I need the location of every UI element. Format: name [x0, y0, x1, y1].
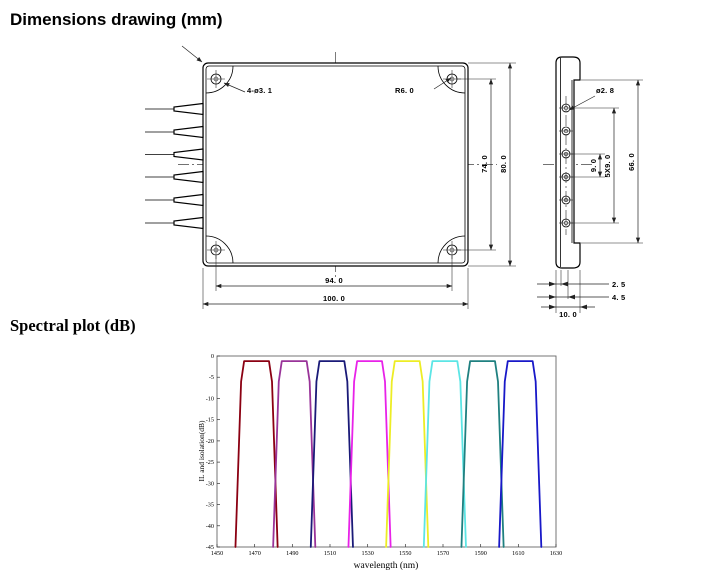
x-tick-label: 1530 — [361, 550, 373, 557]
x-tick-label: 1590 — [474, 550, 486, 557]
spectral-plot: 1450 1470 1490 1510 1530 1550 1570 1590 1610 1630… — [197, 353, 562, 571]
x-tick-label: 1510 — [324, 550, 336, 557]
dim-label-66: 66. 0 — [627, 153, 636, 171]
dimensions-drawing: 4-ø3. 1 R6. 0 74. 0 80. 0 94. 0 100. 0 — [145, 45, 643, 319]
fiber-boot — [173, 193, 204, 207]
dim-label-4-5: 4. 5 — [612, 293, 625, 302]
x-tick-label: 1630 — [550, 550, 562, 557]
y-axis-title: IL and isolation(dB) — [197, 420, 206, 481]
channel-curve-ch4 — [347, 360, 392, 548]
front-body-inner — [205, 65, 466, 264]
channel-curve-ch6 — [422, 360, 467, 548]
corner-tab-bl — [205, 235, 234, 264]
y-tick-label: -20 — [206, 438, 214, 445]
radius-callout-label: R6. 0 — [395, 86, 414, 95]
side-hole — [561, 218, 571, 228]
y-tick-label: -40 — [206, 523, 214, 530]
x-tick-label: 1450 — [211, 550, 223, 557]
arrowhead — [549, 294, 556, 300]
channel-curve-ch7 — [460, 360, 505, 548]
radius-callout-leader — [433, 77, 452, 90]
side-hole-center — [564, 129, 568, 133]
dimensions-title: Dimensions drawing (mm) — [10, 10, 223, 29]
front-view: 4-ø3. 1 R6. 0 74. 0 80. 0 94. 0 100. 0 — [145, 45, 516, 309]
side-profile — [555, 56, 581, 269]
y-tick-label: 0 — [211, 353, 214, 360]
corner-tab-tr — [437, 65, 466, 94]
y-tick-label: -30 — [206, 480, 214, 487]
side-hole-center — [564, 106, 568, 110]
side-hole-center — [564, 152, 568, 156]
dim-label-100: 100. 0 — [323, 294, 345, 303]
channel-curve-ch2 — [272, 360, 317, 548]
y-tick-label: -15 — [206, 417, 214, 424]
y-tick-label: -25 — [206, 459, 214, 466]
side-hole-center — [564, 175, 568, 179]
fiber-boot — [173, 170, 204, 184]
side-hole-callout-label: ø2. 8 — [596, 86, 614, 95]
arrowhead — [568, 294, 575, 300]
chart-ticks: 1450 1470 1490 1510 1530 1550 1570 1590 1610 1630… — [206, 353, 562, 557]
fiber-pigtails — [145, 102, 204, 230]
channel-curve-ch5 — [385, 360, 430, 548]
channel-curve-ch3 — [309, 360, 354, 548]
side-hole — [561, 172, 571, 182]
dim-label-94: 94. 0 — [325, 276, 343, 285]
x-tick-label: 1610 — [512, 550, 524, 557]
side-hole — [561, 126, 571, 136]
channel-curve-ch8 — [498, 360, 543, 548]
dim-label-10: 10. 0 — [559, 310, 577, 319]
side-holes — [559, 103, 573, 228]
side-view: ø2. 8 9. 0 5X9. 0 66. 0 2. 5 — [537, 56, 643, 319]
dim-label-74: 74. 0 — [480, 155, 489, 173]
hole-callout-label: 4-ø3. 1 — [247, 86, 272, 95]
side-hole-center — [564, 198, 568, 202]
arrowhead — [561, 281, 568, 287]
x-axis-title: wavelength (nm) — [354, 560, 419, 571]
x-tick-label: 1550 — [399, 550, 411, 557]
x-tick-label: 1490 — [286, 550, 298, 557]
arrowhead — [580, 304, 587, 310]
channel-curve-ch1 — [234, 360, 279, 548]
side-hole — [561, 195, 571, 205]
arrowhead — [549, 304, 556, 310]
x-tick-label: 1570 — [437, 550, 449, 557]
side-hole-center — [564, 221, 568, 225]
dim-label-9: 9. 0 — [589, 159, 598, 172]
x-tick-label: 1470 — [248, 550, 260, 557]
hole-callout-leader — [223, 82, 246, 93]
fiber-boot — [173, 148, 204, 161]
dim-label-5x9: 5X9. 0 — [603, 155, 612, 178]
corner-pointer-arrow — [181, 45, 203, 63]
arrowhead — [549, 281, 556, 287]
side-hole — [561, 149, 571, 159]
fiber-boot — [173, 102, 204, 116]
y-tick-label: -5 — [209, 374, 214, 381]
fiber-boot — [173, 216, 204, 230]
y-tick-label: -10 — [206, 395, 214, 402]
dim-label-2-5: 2. 5 — [612, 280, 625, 289]
front-body-outer — [202, 62, 469, 267]
corner-tab-br — [437, 235, 466, 264]
fiber-boot — [173, 125, 204, 139]
y-tick-label: -45 — [206, 544, 214, 551]
chart-series — [234, 360, 543, 548]
y-tick-label: -35 — [206, 502, 214, 509]
spectral-title: Spectral plot (dB) — [10, 316, 136, 335]
side-hole-callout-leader — [568, 95, 596, 111]
dim-label-80: 80. 0 — [499, 155, 508, 173]
